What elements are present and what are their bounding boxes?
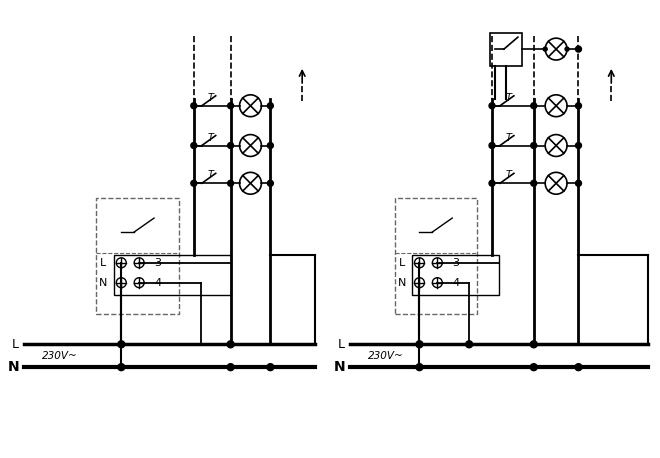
Bar (412, 255, 499, 294)
Bar (490, 33, 522, 66)
Circle shape (228, 142, 234, 148)
Text: L: L (12, 338, 19, 351)
Bar (96, 198, 179, 315)
Text: N: N (99, 278, 108, 288)
Circle shape (267, 103, 273, 109)
Circle shape (489, 103, 495, 109)
Text: L: L (399, 258, 405, 268)
Circle shape (267, 142, 273, 148)
Circle shape (416, 364, 423, 371)
Circle shape (228, 180, 234, 186)
Circle shape (530, 364, 537, 371)
Circle shape (565, 47, 569, 51)
Circle shape (530, 341, 537, 348)
Text: L: L (100, 258, 106, 268)
Circle shape (117, 364, 125, 371)
Text: T: T (506, 93, 512, 103)
Circle shape (227, 341, 234, 348)
Text: T: T (208, 170, 214, 180)
Circle shape (267, 364, 274, 371)
Circle shape (531, 103, 537, 109)
Text: N: N (333, 360, 345, 374)
Text: 230V~: 230V~ (368, 351, 403, 361)
Bar (114, 255, 230, 294)
Circle shape (575, 364, 582, 371)
Circle shape (191, 142, 197, 148)
Text: T: T (208, 132, 214, 142)
Circle shape (489, 142, 495, 148)
Text: T: T (208, 93, 214, 103)
Circle shape (576, 142, 581, 148)
Circle shape (489, 180, 495, 186)
Text: T: T (506, 132, 512, 142)
Circle shape (416, 341, 423, 348)
Bar (395, 198, 477, 315)
Circle shape (531, 142, 537, 148)
Circle shape (267, 180, 273, 186)
Circle shape (191, 103, 197, 109)
Text: 3: 3 (154, 258, 161, 268)
Text: 4: 4 (452, 278, 459, 288)
Text: 230V~: 230V~ (42, 351, 77, 361)
Text: 3: 3 (452, 258, 459, 268)
Circle shape (531, 180, 537, 186)
Circle shape (576, 46, 581, 52)
Circle shape (227, 364, 234, 371)
Circle shape (191, 180, 197, 186)
Text: L: L (338, 338, 345, 351)
Circle shape (543, 47, 547, 51)
Circle shape (576, 103, 581, 109)
Text: 4: 4 (154, 278, 161, 288)
Circle shape (228, 103, 234, 109)
Circle shape (466, 341, 473, 348)
Text: N: N (7, 360, 19, 374)
Text: T: T (506, 170, 512, 180)
Text: N: N (397, 278, 406, 288)
Circle shape (576, 180, 581, 186)
Circle shape (117, 341, 125, 348)
